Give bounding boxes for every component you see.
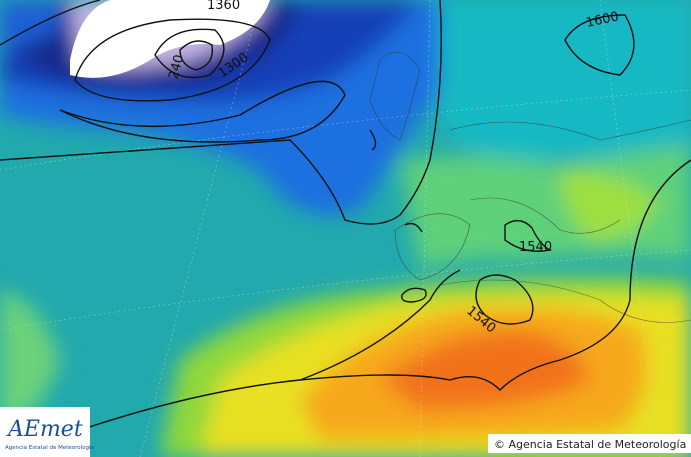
contour-label: 240 [166, 53, 187, 81]
contour-label: 1540 [519, 240, 552, 255]
contour-label: 1600 [585, 9, 620, 31]
coastlines [369, 51, 691, 323]
contours [0, 0, 691, 431]
copyright-box: © Agencia Estatal de Meteorología [488, 434, 691, 453]
copyright-bg [488, 434, 691, 453]
logo: AEmet Agencia Estatal de Meteorología [0, 407, 94, 457]
copyright: © Agencia Estatal de Meteorología [494, 438, 686, 451]
contour-label: 1360 [207, 0, 240, 13]
logo-name: AEmet [6, 417, 83, 442]
logo-subtitle: Agencia Estatal de Meteorología [5, 444, 94, 451]
logo-box [0, 407, 90, 457]
